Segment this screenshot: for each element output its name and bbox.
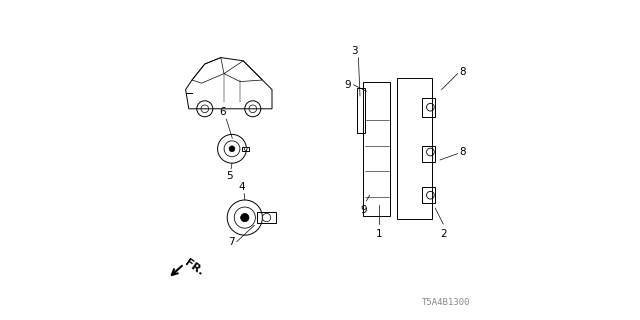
Bar (242, 147, 250, 151)
Bar (397, 78, 432, 219)
Circle shape (229, 146, 235, 152)
Text: 9: 9 (360, 205, 367, 215)
Text: 8: 8 (460, 67, 466, 77)
Text: 8: 8 (460, 147, 466, 157)
Circle shape (244, 147, 247, 150)
Text: 9: 9 (345, 80, 351, 90)
Bar (422, 98, 435, 117)
Bar (422, 187, 435, 203)
Bar (357, 88, 365, 133)
Text: 7: 7 (228, 236, 236, 247)
Bar (422, 146, 435, 162)
Text: 1: 1 (376, 229, 383, 239)
Text: 6: 6 (219, 107, 226, 117)
Text: T5A4B1300: T5A4B1300 (422, 298, 470, 307)
Circle shape (262, 213, 271, 222)
Bar (257, 212, 276, 223)
Circle shape (241, 213, 249, 222)
Text: 3: 3 (351, 46, 358, 56)
Text: 5: 5 (227, 171, 233, 181)
Text: 4: 4 (238, 182, 245, 192)
Text: FR.: FR. (183, 257, 205, 277)
Bar (364, 82, 390, 216)
Text: 2: 2 (440, 229, 447, 239)
